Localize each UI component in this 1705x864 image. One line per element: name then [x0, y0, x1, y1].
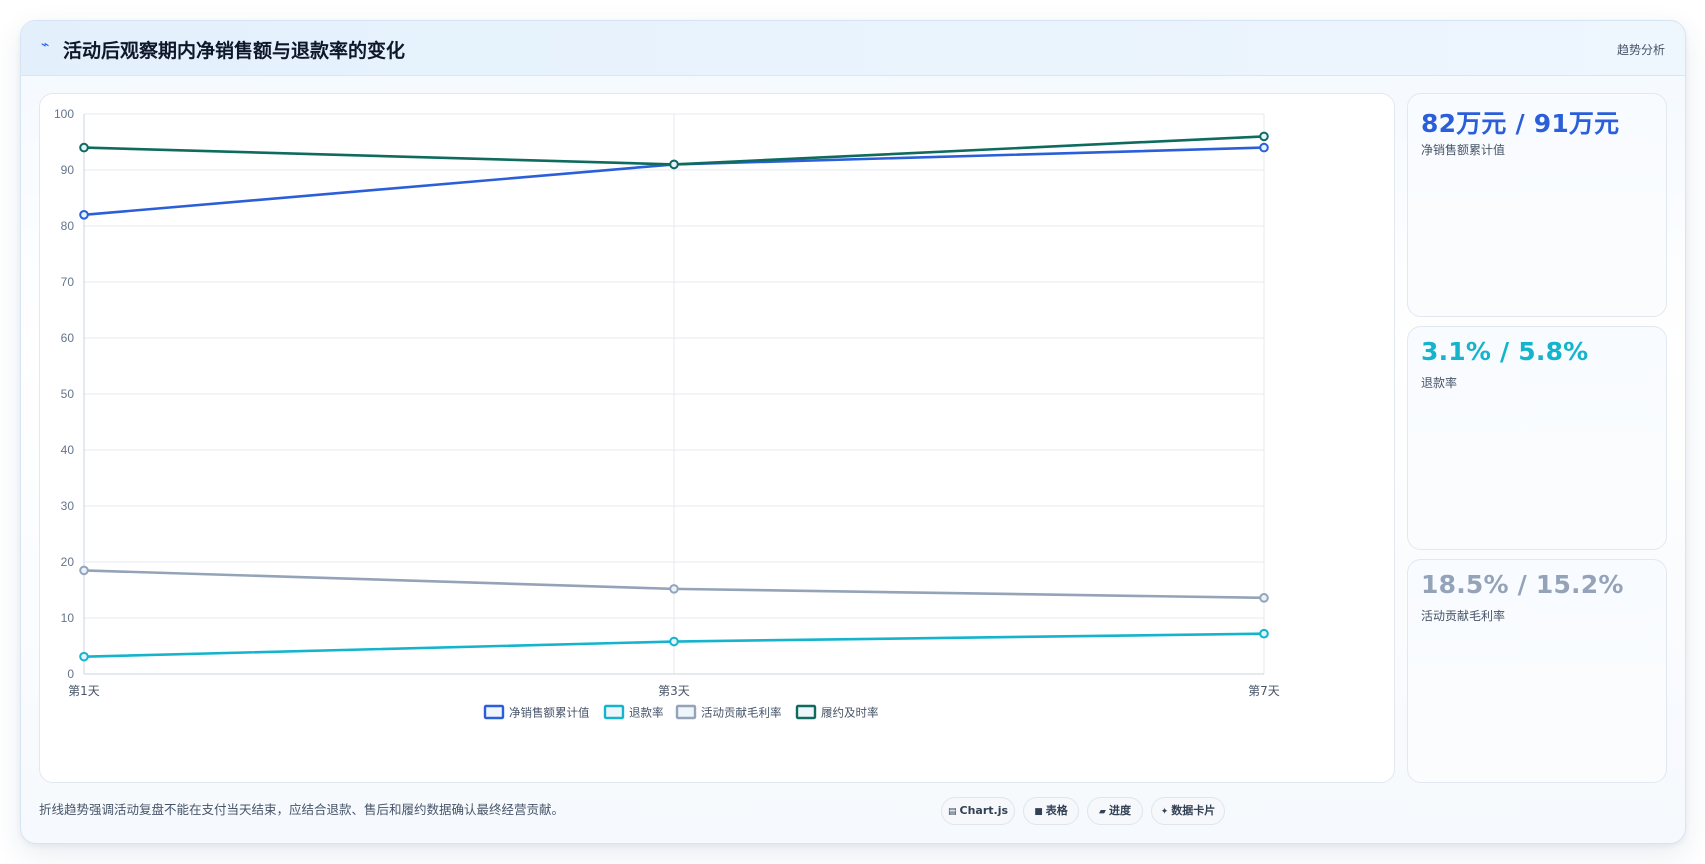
chip-table[interactable]: ■ 表格: [1023, 797, 1079, 825]
data-point: [669, 636, 679, 647]
legend-label: 活动贡献毛利率: [701, 706, 782, 720]
data-point: [1259, 131, 1269, 142]
chip-label: 数据卡片: [1171, 804, 1216, 817]
data-point: [1259, 628, 1269, 639]
chip-chartjs[interactable]: ▤ Chart.js: [941, 797, 1015, 825]
header-tag[interactable]: 趋势分析: [1616, 43, 1665, 57]
chart-icon: ▤: [947, 807, 957, 817]
stat-card-refund-rate: 3.1% / 5.8% 退款率: [1407, 326, 1667, 550]
chip-data-card[interactable]: ✦ 数据卡片: [1151, 797, 1225, 825]
y-tick-label: 30: [61, 499, 75, 513]
chart-card: 0 10 20 30 40 50 60 70 80 90 100 第1天 第3天 第7天净销售额累计值 退款…: [39, 93, 1395, 783]
y-tick-label: 50: [61, 387, 75, 401]
data-point: [79, 565, 89, 576]
chip-label: 进度: [1108, 804, 1131, 817]
legend-label: 净销售额累计值: [509, 706, 590, 720]
y-tick-label: 90: [61, 163, 75, 177]
y-tick-label: 0: [67, 667, 74, 681]
y-tick-label: 70: [61, 275, 75, 289]
stat-value: 18.5% / 15.2%: [1421, 570, 1624, 599]
legend-swatch: [483, 704, 505, 720]
data-point: [79, 210, 89, 220]
page-title: 活动后观察期内净销售额与退款率的变化: [63, 40, 406, 62]
stat-value: 82万元 / 91万元: [1421, 109, 1620, 138]
legend-label: 退款率: [629, 706, 664, 720]
chart-panel: ⌁ 活动后观察期内净销售额与退款率的变化 趋势分析 0 10 20 30 40 50 60 7…: [20, 20, 1686, 844]
stat-card-gross-margin: 18.5% / 15.2% 活动贡献毛利率: [1407, 559, 1667, 783]
y-tick-label: 100: [54, 107, 74, 121]
chip-label: 表格: [1045, 804, 1068, 817]
legend-label: 履约及时率: [821, 706, 879, 720]
data-point: [1259, 142, 1269, 153]
stat-label: 净销售额累计值: [1421, 143, 1506, 157]
legend-swatch: [795, 704, 817, 720]
data-point: [79, 142, 89, 153]
data-point: [669, 584, 679, 594]
y-tick-label: 10: [61, 611, 75, 625]
stat-card-net-sales: 82万元 / 91万元 净销售额累计值: [1407, 93, 1667, 317]
legend-swatch: [603, 704, 625, 720]
x-tick-label: 第3天: [658, 684, 690, 698]
data-point: [79, 651, 89, 662]
table-icon: ■: [1034, 807, 1043, 817]
stat-label: 活动贡献毛利率: [1421, 609, 1506, 623]
data-point: [669, 159, 679, 170]
y-tick-label: 40: [61, 443, 75, 457]
legend-swatch: [675, 704, 697, 720]
y-tick-label: 80: [61, 219, 75, 233]
chip-progress[interactable]: ▰ 进度: [1087, 797, 1143, 825]
y-tick-label: 60: [61, 331, 75, 345]
trend-icon: ⌁: [41, 37, 50, 53]
x-tick-label: 第1天: [68, 684, 100, 698]
y-tick-label: 20: [61, 555, 75, 569]
footer-note: 折线趋势强调活动复盘不能在支付当天结束，应结合退款、售后和履约数据确认最终经营贡…: [39, 802, 565, 817]
stat-value: 3.1% / 5.8%: [1421, 337, 1589, 366]
chip-label: Chart.js: [959, 804, 1009, 817]
x-tick-label: 第7天: [1248, 684, 1280, 698]
data-point: [1259, 593, 1269, 603]
panel-header: ⌁ 活动后观察期内净销售额与退款率的变化 趋势分析: [21, 21, 1685, 76]
card-icon: ✦: [1160, 807, 1169, 817]
stat-label: 退款率: [1421, 376, 1458, 390]
progress-icon: ▰: [1099, 807, 1106, 817]
